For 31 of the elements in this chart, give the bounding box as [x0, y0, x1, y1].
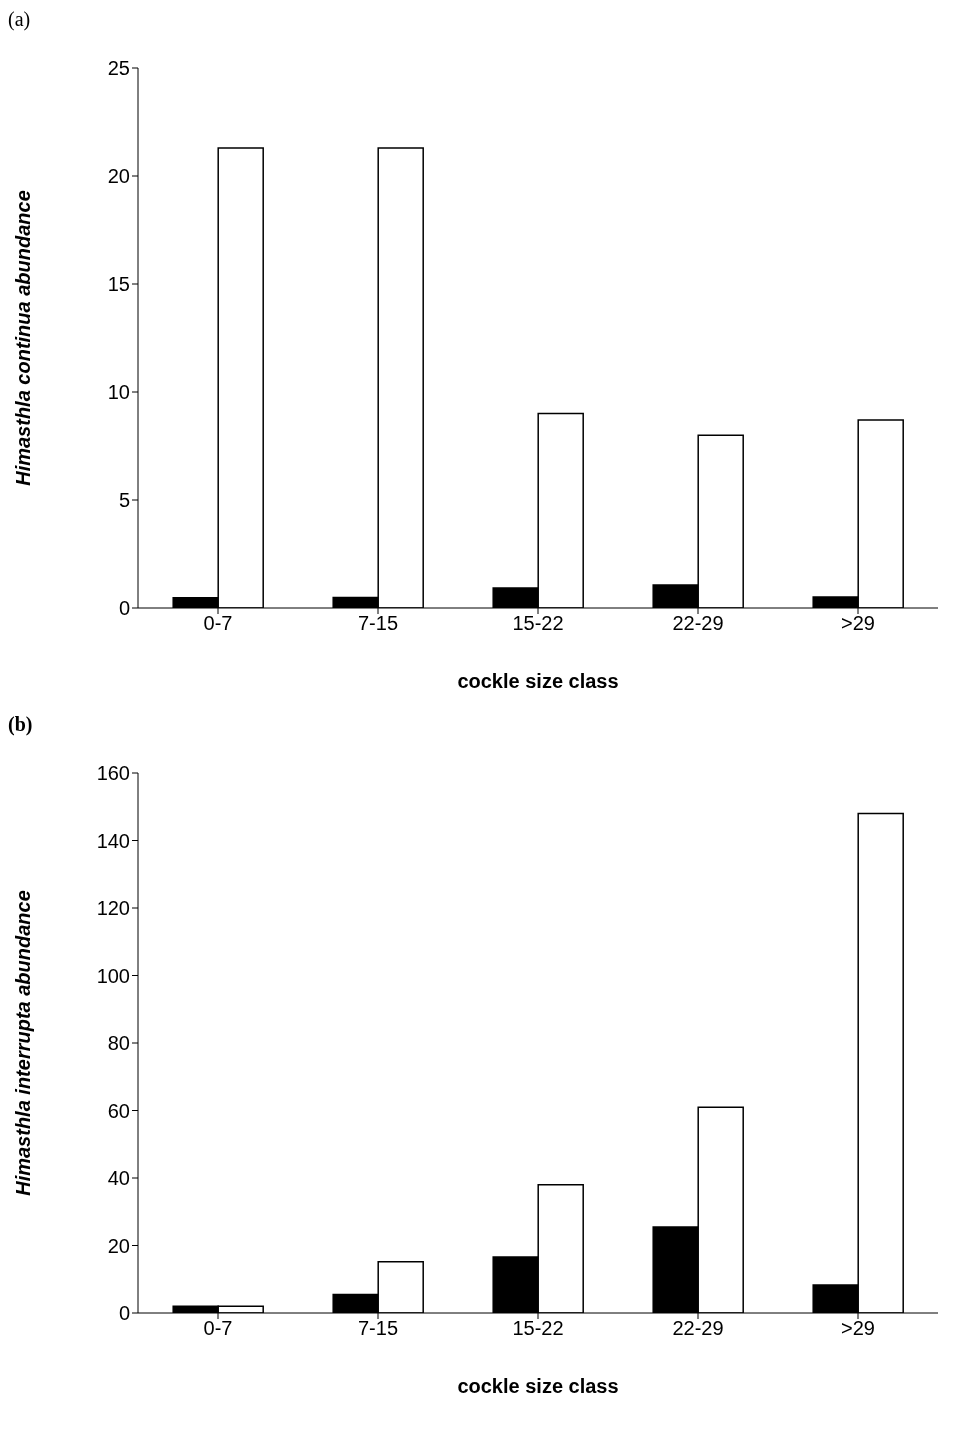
y-tick-label: 5 — [118, 489, 130, 512]
chart-title: (a) — [8, 8, 32, 33]
x-tick-label: 22-29 — [672, 612, 724, 635]
y-tick-label: 80 — [107, 1032, 130, 1055]
x-axis-title: cockle size class — [457, 1375, 619, 1397]
y-tick-label: 25 — [107, 57, 130, 80]
x-tick-label: 15-22 — [512, 612, 564, 635]
y-tick-label: 0 — [118, 1302, 130, 1325]
y-tick-label: 20 — [107, 1234, 130, 1257]
x-tick-label: 0-7 — [203, 1317, 233, 1340]
chart-title: (b) — [8, 713, 34, 738]
y-tick-label: 160 — [96, 762, 130, 785]
y-tick-label: 15 — [107, 273, 130, 296]
y-tick-label: 0 — [118, 597, 130, 620]
y-tick-label: 40 — [107, 1167, 130, 1190]
x-tick-label: >29 — [841, 612, 875, 635]
y-tick-label: 60 — [107, 1099, 130, 1122]
x-tick-label: 22-29 — [672, 1317, 724, 1340]
y-tick-label: 100 — [96, 964, 130, 987]
y-tick-label: 120 — [96, 897, 130, 920]
y-tick-label: 10 — [107, 381, 130, 404]
y-tick-label: 20 — [107, 165, 130, 188]
x-axis-title: cockle size class — [457, 670, 619, 692]
x-tick-label: 15-22 — [512, 1317, 564, 1340]
x-tick-label: 7-15 — [357, 612, 399, 635]
x-tick-label: 0-7 — [203, 612, 233, 635]
x-tick-label: >29 — [841, 1317, 875, 1340]
x-tick-label: 7-15 — [357, 1317, 399, 1340]
y-axis-title: Himasthla continua abundance — [12, 190, 35, 486]
y-tick-label: 140 — [96, 829, 130, 852]
y-axis-title: Himasthla interrupta abundance — [12, 890, 35, 1196]
